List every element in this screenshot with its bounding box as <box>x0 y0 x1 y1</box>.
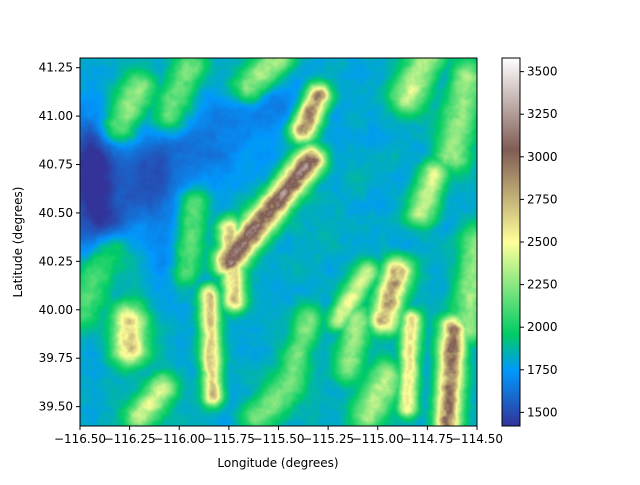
x-tick-label: −116.00 <box>153 432 205 446</box>
y-tick-label: 41.25 <box>39 61 73 75</box>
y-tick-label: 40.00 <box>39 303 73 317</box>
colorbar-tick-label: 1500 <box>527 405 558 419</box>
x-tick-label: −114.50 <box>451 432 503 446</box>
colorbar-tick-label: 3000 <box>527 150 558 164</box>
colorbar-tick-label: 3250 <box>527 107 558 121</box>
y-tick-label: 40.25 <box>39 254 73 268</box>
colorbar-tick-label: 1750 <box>527 363 558 377</box>
x-tick-label: −115.50 <box>252 432 304 446</box>
y-tick-label: 39.75 <box>39 351 73 365</box>
y-axis-ticks: 39.50 39.75 40.00 40.25 40.50 40.75 41.00 41.25 <box>39 61 80 414</box>
x-tick-label: −115.75 <box>203 432 255 446</box>
colorbar-tick-label: 2750 <box>527 192 558 206</box>
colorbar-tick-label: 2500 <box>527 235 558 249</box>
x-tick-label: −116.50 <box>54 432 106 446</box>
x-tick-label: −116.25 <box>104 432 156 446</box>
colorbar-ticks: 1500 1750 2000 2250 2500 2750 3000 3250 3500 <box>520 65 558 419</box>
x-tick-label: −115.00 <box>352 432 404 446</box>
colorbar-tick-label: 2000 <box>527 320 558 334</box>
y-tick-label: 40.75 <box>39 158 73 172</box>
y-tick-label: 39.50 <box>39 400 73 414</box>
x-axis-ticks: −116.50−116.25−116.00−115.75−115.50−115.… <box>54 426 503 446</box>
x-tick-label: −115.25 <box>302 432 354 446</box>
colorbar-tick-label: 2250 <box>527 278 558 292</box>
x-axis-label: Longitude (degrees) <box>217 456 338 470</box>
y-axis-label: Latitude (degrees) <box>11 187 25 298</box>
heatmap-area <box>80 58 477 426</box>
y-tick-label: 41.00 <box>39 109 73 123</box>
colorbar-tick-label: 3500 <box>527 65 558 79</box>
x-tick-label: −114.75 <box>401 432 453 446</box>
y-tick-label: 40.50 <box>39 206 73 220</box>
colorbar <box>502 58 520 426</box>
